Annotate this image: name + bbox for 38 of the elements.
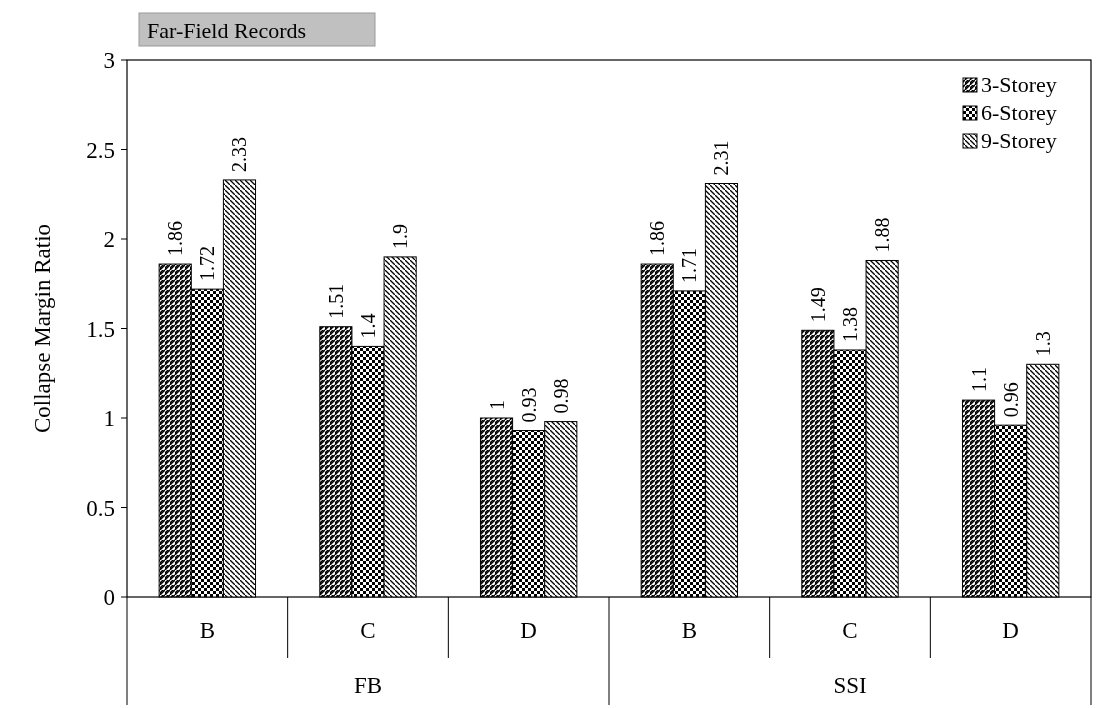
y-tick-label: 0.5 — [86, 495, 115, 521]
y-tick-label: 2.5 — [86, 137, 115, 163]
y-tick-label: 0 — [103, 585, 115, 610]
data-label: 1.71 — [678, 247, 701, 283]
text: FB — [353, 673, 383, 698]
data-label: 0.98 — [549, 378, 572, 414]
data-label: 1.3 — [1031, 331, 1054, 357]
data-label: 1.1 — [967, 367, 990, 393]
x-tick-label: D — [520, 618, 537, 643]
data-label: 1.72 — [196, 246, 219, 282]
text: SSI — [833, 673, 867, 698]
data-label: 0.96 — [999, 382, 1022, 418]
chart-title: Far-Field Records — [147, 18, 307, 43]
data-label: 1.86 — [646, 221, 669, 257]
x-tick-label: D — [1002, 618, 1019, 643]
data-label: 1.51 — [324, 283, 347, 319]
legend-label: 9-Storey — [981, 128, 1057, 153]
data-label: 1.4 — [357, 313, 379, 339]
data-label: 1.38 — [839, 306, 861, 342]
data-label: 1.49 — [806, 287, 829, 323]
data-label: 0.93 — [517, 387, 540, 423]
y-tick-label: 1.5 — [86, 316, 115, 342]
x-tick-label: C — [842, 618, 858, 643]
data-label: 1.9 — [389, 223, 412, 249]
data-label: 2.33 — [228, 136, 251, 172]
y-tick-label: 2 — [103, 227, 115, 252]
data-label: 2.31 — [710, 140, 733, 176]
data-label: 1.88 — [871, 217, 894, 253]
x-tick-label: B — [681, 618, 698, 643]
y-tick-label: 3 — [103, 48, 115, 73]
legend-label: 6-Storey — [981, 100, 1057, 125]
x-tick-label: C — [360, 618, 376, 643]
data-label: 1.86 — [164, 221, 187, 257]
y-axis-title: Collapse Margin Ratio — [30, 223, 55, 434]
y-tick-label: 1 — [103, 406, 115, 431]
data-label: 1 — [485, 400, 508, 410]
x-tick-label: B — [199, 618, 216, 643]
legend-label: 3-Storey — [981, 72, 1057, 97]
